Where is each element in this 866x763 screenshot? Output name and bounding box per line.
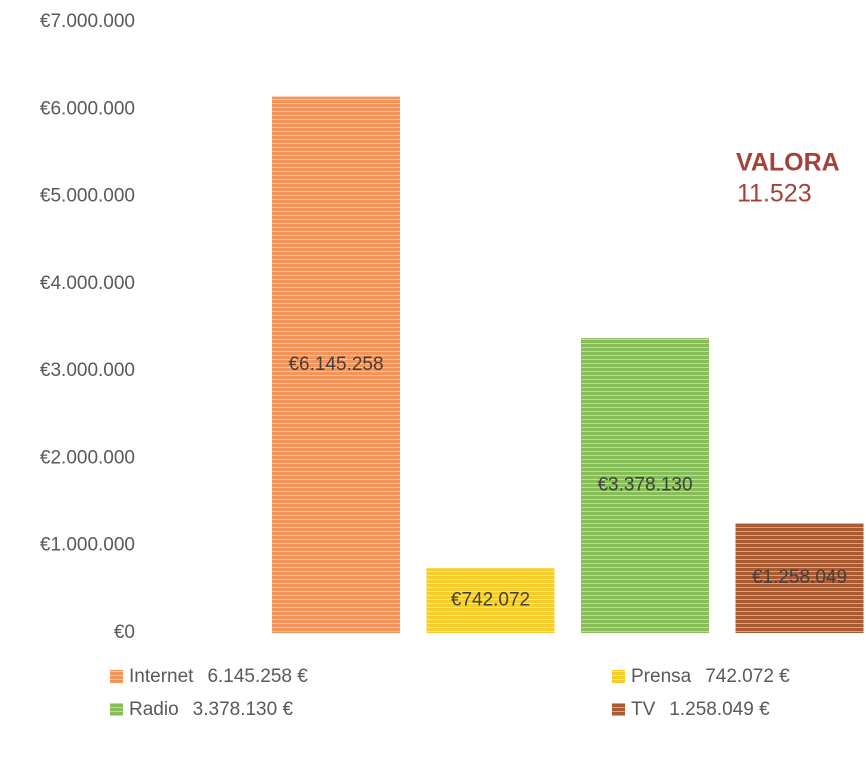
legend-swatch bbox=[612, 670, 625, 683]
bar bbox=[272, 96, 400, 634]
y-tick-label: €2.000.000 bbox=[40, 447, 135, 468]
legend-swatch bbox=[110, 670, 123, 683]
legend-label: Prensa bbox=[631, 666, 692, 687]
legend-item: Prensa 742.072 € bbox=[612, 666, 790, 687]
data-label: €1.258.049 bbox=[752, 567, 847, 588]
y-tick-label: €6.000.000 bbox=[40, 98, 135, 119]
y-tick-label: €5.000.000 bbox=[40, 186, 135, 207]
legend-item: Internet 6.145.258 € bbox=[110, 666, 308, 687]
legend-value: 742.072 € bbox=[705, 666, 790, 687]
legend-label: Radio bbox=[129, 699, 179, 720]
legend-label: TV bbox=[631, 699, 656, 720]
data-label: €3.378.130 bbox=[597, 475, 692, 496]
legend-value: 3.378.130 € bbox=[193, 699, 294, 720]
data-label: €742.072 bbox=[451, 590, 530, 611]
legend-swatch bbox=[612, 703, 625, 716]
bar bbox=[735, 523, 864, 633]
legend-swatch bbox=[110, 703, 123, 716]
legend-value: 6.145.258 € bbox=[207, 666, 308, 687]
y-tick-label: €1.000.000 bbox=[40, 535, 135, 556]
y-tick-label: €3.000.000 bbox=[40, 360, 135, 381]
y-tick-label: €0 bbox=[114, 622, 135, 643]
legend-value: 1.258.049 € bbox=[669, 699, 770, 720]
y-tick-label: €4.000.000 bbox=[40, 273, 135, 294]
data-label: €6.145.258 bbox=[288, 354, 383, 375]
annotation-value: 11.523 bbox=[737, 180, 812, 208]
bar bbox=[426, 568, 555, 633]
legend-item: TV 1.258.049 € bbox=[612, 699, 770, 720]
legend-label: Internet bbox=[129, 666, 194, 687]
annotation-title: VALORA bbox=[736, 149, 840, 177]
y-tick-label: €7.000.000 bbox=[40, 11, 135, 32]
bar bbox=[581, 338, 709, 633]
legend-item: Radio 3.378.130 € bbox=[110, 699, 293, 720]
